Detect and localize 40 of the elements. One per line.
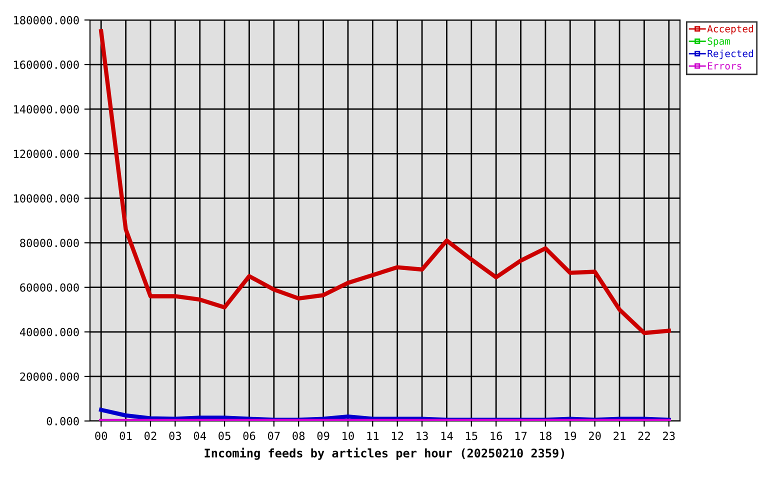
y-tick-label: 100000.000	[14, 194, 79, 203]
x-tick-label: 11	[367, 432, 379, 440]
y-tick-label: 80000.000	[20, 238, 79, 248]
legend-label: Rejected	[708, 50, 753, 60]
x-tick-label: 14	[441, 432, 453, 440]
x-tick-label: 15	[466, 432, 478, 440]
x-tick-label: 04	[194, 432, 206, 440]
y-tick-label: 120000.000	[14, 150, 79, 158]
x-tick-label: 06	[243, 432, 256, 440]
x-tick-label: 09	[317, 432, 330, 440]
x-axis-title: Incoming feeds by articles per hour (20250210 2359)	[204, 448, 564, 460]
x-tick-label: 21	[614, 432, 626, 440]
x-tick-label: 13	[416, 432, 428, 440]
y-tick-label: 140000.000	[14, 105, 79, 114]
legend-label: Spam	[708, 37, 730, 47]
y-tick-label: 60000.000	[20, 283, 79, 292]
y-tick-label: 20000.000	[20, 372, 79, 381]
x-tick-label: 23	[663, 432, 675, 440]
x-tick-label: 18	[540, 432, 552, 440]
y-tick-label: 40000.000	[20, 328, 79, 336]
x-tick-label: 00	[95, 432, 108, 440]
x-tick-label: 22	[638, 432, 650, 440]
x-tick-label: 01	[120, 432, 132, 440]
x-tick-label: 17	[515, 432, 527, 440]
y-tick-label: 160000.000	[14, 60, 79, 69]
line-series	[99, 29, 671, 336]
x-tick-label: 08	[292, 432, 305, 440]
x-tick-label: 07	[268, 432, 280, 440]
legend-label: Errors	[708, 62, 742, 70]
y-tick-label: 0.000	[46, 417, 79, 426]
x-tick-label: 16	[490, 432, 502, 440]
x-tick-label: 19	[564, 432, 576, 440]
x-tick-label: 03	[169, 432, 182, 440]
y-tick-label: 180000.000	[14, 16, 79, 24]
legend-label: Accepted	[707, 24, 753, 34]
x-tick-label: 02	[144, 432, 156, 440]
x-tick-label: 10	[342, 432, 354, 440]
x-tick-label: 05	[218, 432, 230, 440]
x-tick-label: 20	[588, 432, 601, 440]
x-tick-label: 12	[392, 432, 404, 440]
